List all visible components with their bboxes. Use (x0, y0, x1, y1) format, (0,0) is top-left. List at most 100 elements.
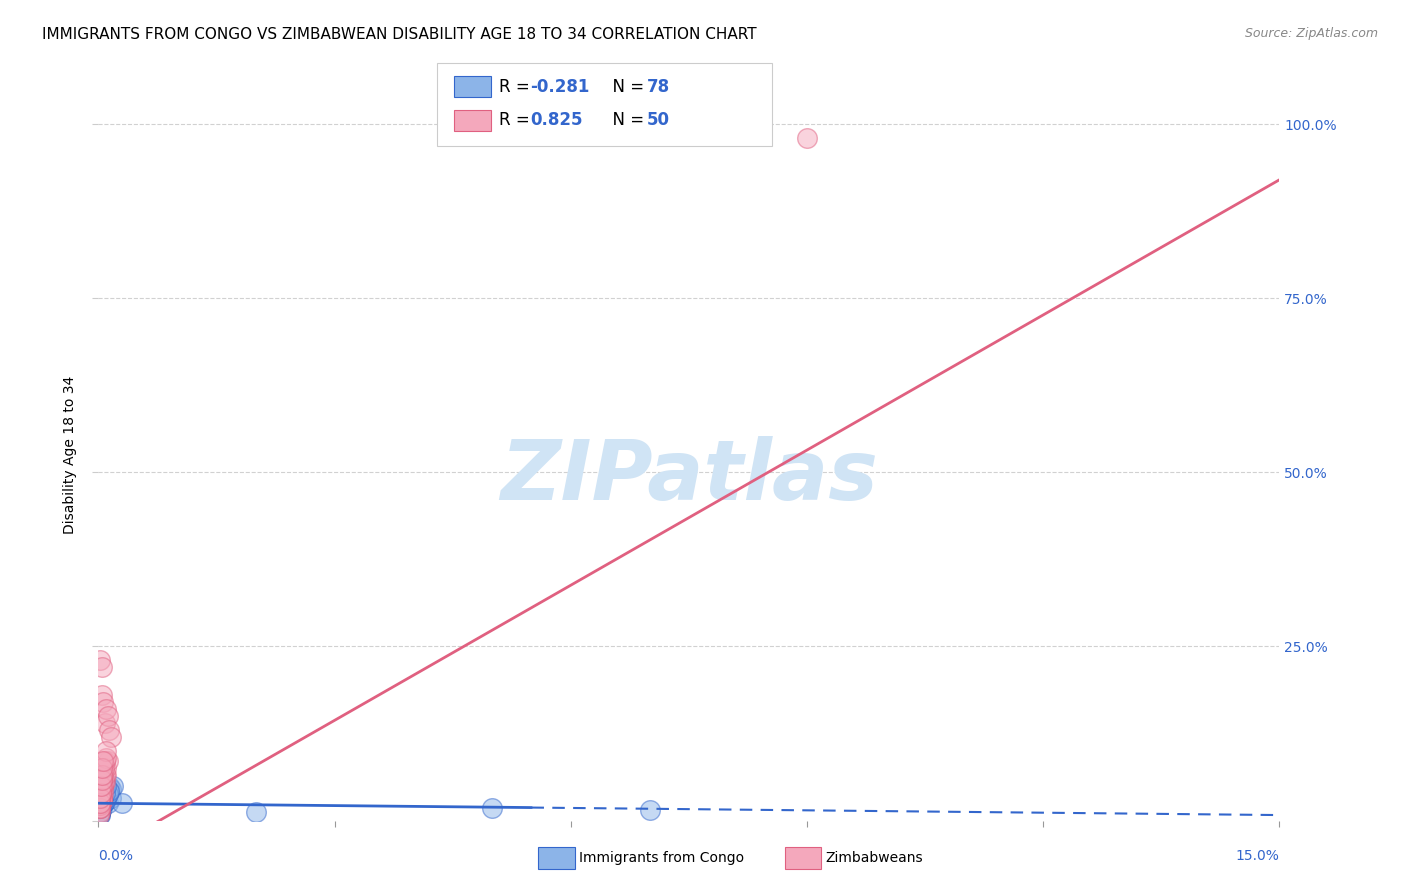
Point (91, 688, 114, 702)
Point (90, 798, 112, 813)
Point (93, 768, 115, 782)
Point (91, 695, 114, 709)
Point (89, 801, 111, 815)
Point (93, 775, 115, 789)
Point (91, 794, 114, 808)
Point (89, 801, 111, 815)
Point (97, 787, 120, 801)
Point (93, 794, 115, 808)
Point (93, 794, 115, 808)
Point (93, 787, 115, 801)
Point (93, 784, 115, 798)
Point (91, 772, 114, 786)
Point (100, 782, 122, 797)
Point (90, 798, 112, 813)
Point (111, 796, 134, 810)
Point (96, 768, 118, 782)
Point (89, 805, 111, 820)
Point (90, 779, 112, 793)
Point (90, 796, 112, 810)
Point (97, 796, 120, 810)
Point (89, 801, 111, 815)
Point (94, 751, 117, 765)
Point (89, 805, 111, 820)
Point (96, 791, 118, 805)
Point (89, 801, 111, 815)
Point (89, 801, 111, 815)
Point (90, 803, 112, 817)
Point (91, 779, 114, 793)
Point (96, 791, 118, 805)
Point (100, 791, 122, 805)
Point (96, 761, 118, 775)
Point (91, 791, 114, 805)
Text: ZIPatlas: ZIPatlas (501, 436, 877, 517)
Text: Zimbabweans: Zimbabweans (825, 851, 922, 865)
Point (90, 794, 112, 808)
Point (96, 791, 118, 805)
Point (90, 775, 112, 789)
Point (91, 755, 114, 769)
Point (89, 801, 111, 815)
Text: 50: 50 (647, 112, 669, 129)
Point (89, 801, 111, 815)
Point (91, 794, 114, 808)
Point (90, 779, 112, 793)
Text: R =: R = (499, 112, 536, 129)
Point (91, 791, 114, 805)
Point (90, 798, 112, 813)
Point (98, 779, 121, 793)
Point (100, 730, 122, 744)
Point (91, 791, 114, 805)
Point (90, 796, 112, 810)
Point (89, 796, 111, 810)
Text: 78: 78 (647, 78, 669, 95)
Point (90, 794, 112, 808)
Text: Source: ZipAtlas.com: Source: ZipAtlas.com (1244, 27, 1378, 40)
Point (89, 799, 111, 814)
Point (89, 805, 111, 820)
Point (96, 702, 118, 716)
Point (93, 786, 115, 800)
Point (89, 806, 111, 821)
Point (90, 796, 112, 810)
Point (89, 653, 111, 667)
Point (89, 796, 111, 810)
Point (91, 787, 114, 801)
Point (638, 803, 661, 817)
Point (91, 793, 114, 807)
Point (90, 793, 112, 807)
Point (91, 761, 114, 775)
Point (89, 791, 111, 805)
Point (89, 799, 111, 814)
Point (89, 791, 111, 805)
Point (98, 723, 121, 737)
Point (97, 782, 120, 797)
Point (90, 660, 112, 674)
Point (245, 805, 267, 820)
Point (97, 709, 120, 723)
Point (90, 796, 112, 810)
Point (90, 798, 112, 813)
Point (91, 786, 114, 800)
Point (90, 796, 112, 810)
Point (93, 761, 115, 775)
Point (90, 798, 112, 813)
Point (90, 801, 112, 815)
Point (90, 796, 112, 810)
Point (93, 775, 115, 789)
Point (93, 786, 115, 800)
Point (90, 786, 112, 800)
Point (90, 773, 112, 788)
Point (91, 789, 114, 804)
Point (90, 786, 112, 800)
Text: N =: N = (602, 78, 650, 95)
Point (90, 791, 112, 805)
Point (89, 808, 111, 822)
Point (91, 768, 114, 782)
Point (89, 799, 111, 814)
Point (89, 805, 111, 820)
Point (796, 131, 818, 145)
Point (89, 801, 111, 815)
Text: Immigrants from Congo: Immigrants from Congo (579, 851, 744, 865)
